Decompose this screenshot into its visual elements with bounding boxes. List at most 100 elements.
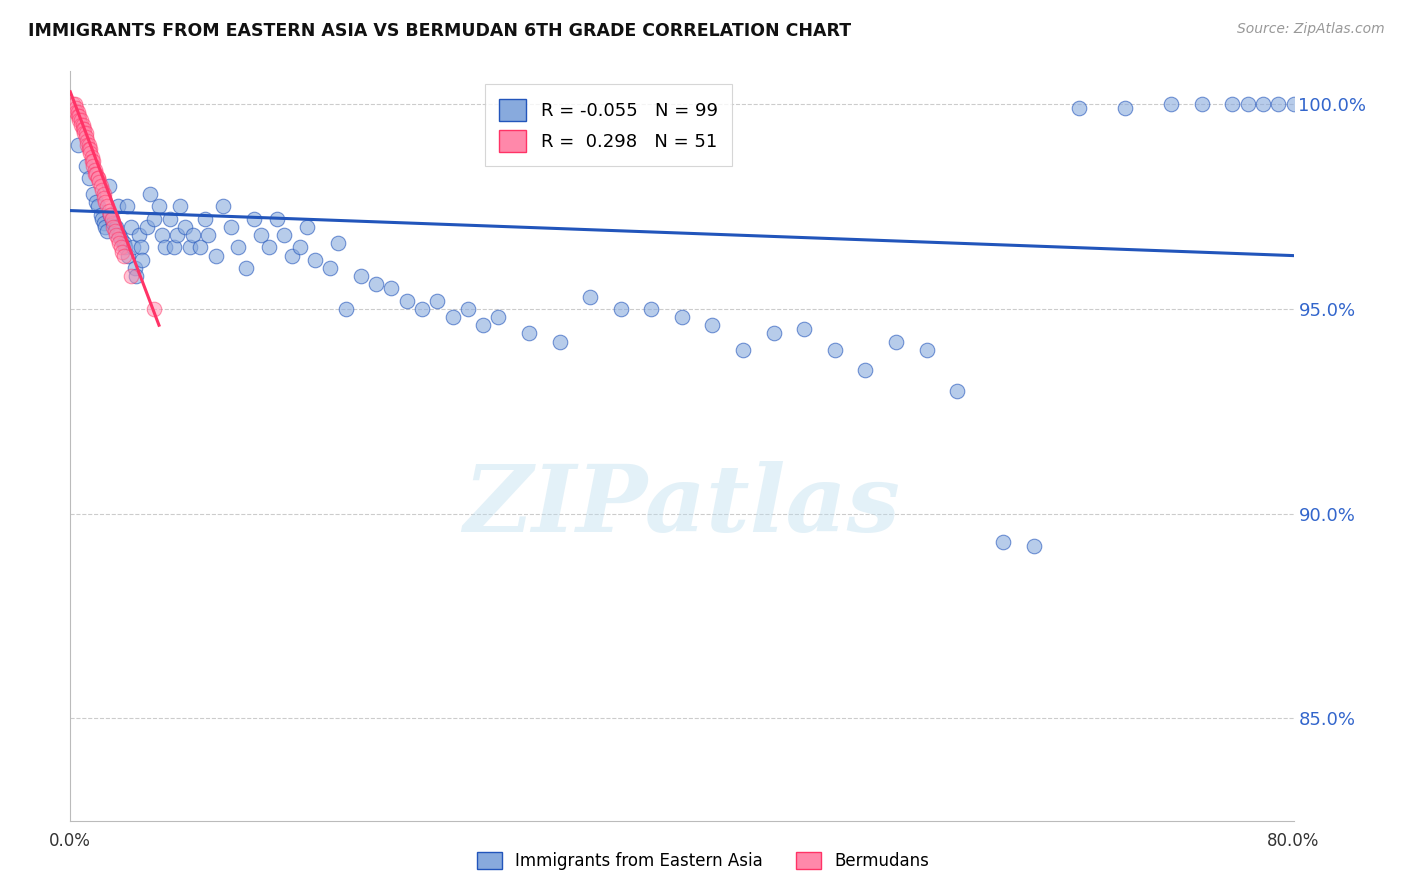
Point	[110, 232, 132, 246]
Point	[89, 175, 111, 189]
Point	[69, 109, 91, 123]
Point	[93, 216, 115, 230]
Point	[143, 301, 166, 316]
Point	[441, 310, 464, 324]
Point	[304, 252, 326, 267]
Point	[1282, 97, 1305, 112]
Point	[62, 97, 84, 112]
Point	[66, 109, 89, 123]
Point	[87, 199, 110, 213]
Point	[70, 118, 93, 132]
Point	[107, 199, 129, 213]
Point	[181, 228, 204, 243]
Point	[319, 260, 342, 275]
Point	[150, 228, 173, 243]
Point	[125, 269, 148, 284]
Point	[87, 170, 110, 185]
Point	[188, 240, 211, 254]
Point	[94, 195, 117, 210]
Point	[1160, 97, 1182, 112]
Point	[793, 322, 815, 336]
Point	[640, 301, 662, 316]
Point	[671, 310, 693, 324]
Point	[100, 211, 122, 226]
Point	[426, 293, 449, 308]
Point	[121, 219, 143, 234]
Point	[82, 187, 104, 202]
Point	[257, 240, 280, 254]
Point	[457, 301, 479, 316]
Point	[702, 318, 724, 333]
Point	[174, 219, 197, 234]
Point	[104, 224, 127, 238]
Point	[991, 535, 1014, 549]
Point	[128, 228, 150, 243]
Point	[326, 236, 349, 251]
Point	[266, 211, 288, 226]
Point	[83, 167, 105, 181]
Point	[87, 170, 110, 185]
Point	[76, 138, 98, 153]
Point	[65, 105, 87, 120]
Point	[66, 138, 89, 153]
Point	[98, 208, 121, 222]
Point	[472, 318, 495, 333]
Point	[163, 240, 186, 254]
Point	[235, 260, 257, 275]
Point	[100, 211, 122, 226]
Point	[77, 138, 100, 153]
Point	[91, 211, 114, 226]
Point	[335, 301, 357, 316]
Point	[111, 244, 134, 259]
Point	[610, 301, 633, 316]
Point	[579, 289, 602, 303]
Point	[75, 159, 97, 173]
Point	[101, 219, 124, 234]
Point	[63, 97, 86, 112]
Text: IMMIGRANTS FROM EASTERN ASIA VS BERMUDAN 6TH GRADE CORRELATION CHART: IMMIGRANTS FROM EASTERN ASIA VS BERMUDAN…	[28, 22, 851, 40]
Point	[80, 154, 103, 169]
Point	[380, 281, 402, 295]
Point	[297, 219, 319, 234]
Point	[77, 142, 100, 156]
Legend: R = -0.055   N = 99, R =  0.298   N = 51: R = -0.055 N = 99, R = 0.298 N = 51	[485, 84, 733, 166]
Point	[395, 293, 418, 308]
Point	[288, 240, 311, 254]
Point	[112, 236, 135, 251]
Point	[212, 199, 235, 213]
Point	[139, 187, 162, 202]
Point	[108, 236, 131, 251]
Point	[79, 142, 101, 156]
Point	[77, 170, 100, 185]
Point	[94, 219, 117, 234]
Point	[93, 191, 115, 205]
Point	[169, 199, 191, 213]
Point	[124, 260, 146, 275]
Point	[84, 195, 107, 210]
Text: Source: ZipAtlas.com: Source: ZipAtlas.com	[1237, 22, 1385, 37]
Legend: Immigrants from Eastern Asia, Bermudans: Immigrants from Eastern Asia, Bermudans	[470, 845, 936, 877]
Point	[80, 150, 103, 164]
Point	[75, 129, 97, 144]
Point	[250, 228, 273, 243]
Point	[131, 252, 153, 267]
Point	[204, 249, 226, 263]
Point	[824, 343, 846, 357]
Point	[179, 240, 201, 254]
Point	[105, 228, 128, 243]
Point	[112, 249, 135, 263]
Point	[159, 211, 181, 226]
Point	[82, 159, 104, 173]
Point	[1236, 97, 1258, 112]
Point	[733, 343, 755, 357]
Point	[73, 121, 96, 136]
Point	[65, 101, 87, 115]
Point	[97, 203, 120, 218]
Point	[121, 269, 143, 284]
Point	[135, 219, 157, 234]
Point	[350, 269, 373, 284]
Point	[75, 126, 97, 140]
Point	[243, 211, 266, 226]
Point	[228, 240, 250, 254]
Point	[915, 343, 938, 357]
